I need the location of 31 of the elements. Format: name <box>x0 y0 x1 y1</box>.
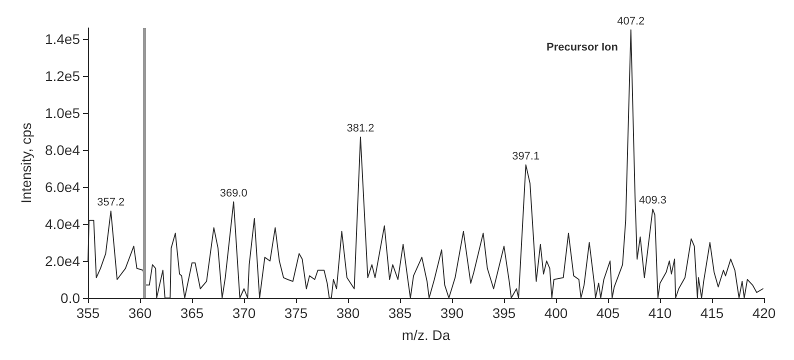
annotation: 407.2 <box>617 15 645 28</box>
annotation: 397.1 <box>512 150 540 162</box>
x-tick-label: 420 <box>752 305 776 321</box>
y-tick-label: 1.0e5 <box>44 105 80 122</box>
y-tick-label: 1.4e5 <box>44 31 80 48</box>
y-tick-label: 6.0e4 <box>44 179 80 196</box>
x-tick-label: 405 <box>596 305 620 321</box>
x-tick-label: 400 <box>544 305 568 321</box>
x-tick-label: 410 <box>648 305 672 321</box>
x-tick-label: 375 <box>284 305 308 321</box>
y-tick-label: 1.2e5 <box>44 68 80 84</box>
x-tick-label: 385 <box>388 305 412 321</box>
annotation: Precursor Ion <box>546 42 618 54</box>
annotation: 357.2 <box>97 196 125 209</box>
x-tick-label: 380 <box>336 305 360 321</box>
y-tick-label: 4.0e4 <box>44 216 80 232</box>
x-tick-label: 390 <box>440 305 464 321</box>
annotation: 409.3 <box>638 194 666 207</box>
y-axis-title: Intensity, cps <box>18 122 34 204</box>
x-tick-label: 365 <box>180 305 204 321</box>
x-tick-label: 370 <box>232 305 256 321</box>
x-tick-label: 415 <box>700 305 724 321</box>
y-tick-label: 2.0e4 <box>44 253 80 270</box>
annotation: 369.0 <box>220 187 248 200</box>
y-tick-label: 0.0 <box>60 290 80 306</box>
x-tick-label: 395 <box>492 305 516 321</box>
x-tick-label: 360 <box>128 305 152 321</box>
y-tick-label: 8.0e4 <box>44 142 80 158</box>
x-axis-title: m/z. Da <box>402 327 450 343</box>
x-tick-label: 355 <box>76 305 100 321</box>
annotation: 381.2 <box>346 122 374 135</box>
